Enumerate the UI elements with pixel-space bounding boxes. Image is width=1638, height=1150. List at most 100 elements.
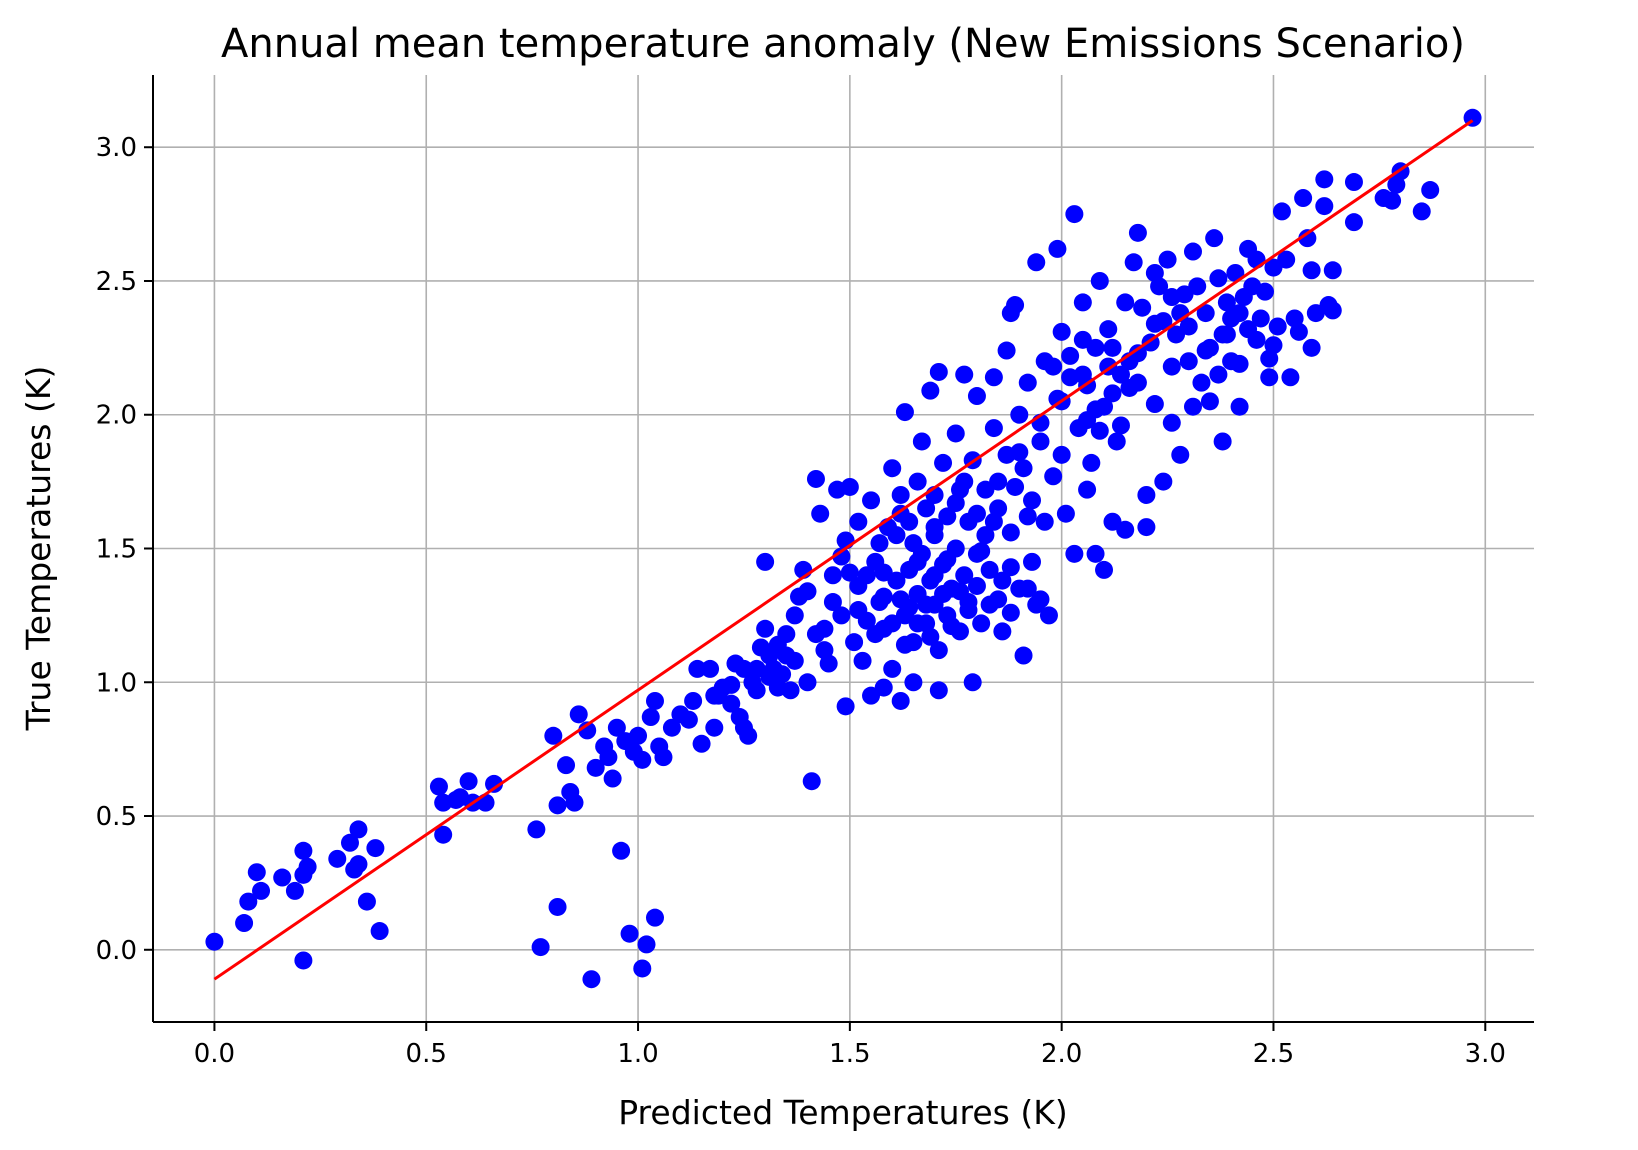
data-point	[1272, 202, 1291, 221]
data-point	[328, 849, 347, 868]
data-point	[1154, 472, 1173, 491]
data-point	[1412, 202, 1431, 221]
data-point	[883, 614, 902, 633]
data-point	[785, 651, 804, 670]
data-point	[806, 469, 825, 488]
data-point	[997, 341, 1016, 360]
data-point	[929, 362, 948, 381]
data-point	[739, 726, 758, 745]
data-point	[976, 526, 995, 545]
y-tick-label: 1.5	[96, 535, 137, 565]
data-point	[967, 504, 986, 523]
data-point	[370, 922, 389, 941]
data-point	[1052, 445, 1071, 464]
data-point	[1183, 397, 1202, 416]
tick-labels: 0.0 0.5 1.0 1.5 2.0 2.5 3.0 0.0 0.5 1.0 1.5 2.0 2.5 3…	[96, 133, 1506, 1069]
data-point	[984, 368, 1003, 387]
data-point	[1056, 504, 1075, 523]
data-point	[1001, 603, 1020, 622]
data-point	[578, 721, 597, 740]
data-point	[1158, 250, 1177, 269]
data-point	[993, 622, 1012, 641]
data-point	[980, 560, 999, 579]
data-point	[722, 675, 741, 694]
data-point	[756, 552, 775, 571]
data-point	[645, 908, 664, 927]
data-point	[1298, 229, 1317, 248]
data-point	[1061, 346, 1080, 365]
data-point	[620, 924, 639, 943]
data-point	[1171, 445, 1190, 464]
data-point	[874, 563, 893, 582]
data-point	[1086, 544, 1105, 563]
data-point	[429, 777, 448, 796]
fit-line	[213, 119, 1474, 981]
data-point	[887, 526, 906, 545]
data-point	[925, 518, 944, 537]
data-point	[294, 951, 313, 970]
data-point	[849, 512, 868, 531]
data-point	[1302, 261, 1321, 280]
x-axis-label: Predicted Temperatures (K)	[618, 1093, 1068, 1132]
data-point	[963, 673, 982, 692]
data-point	[1230, 304, 1249, 323]
data-point	[1145, 395, 1164, 414]
data-point	[874, 587, 893, 606]
data-point	[1196, 304, 1215, 323]
axes	[144, 75, 1534, 1031]
data-point	[1162, 288, 1181, 307]
data-point	[1150, 277, 1169, 296]
data-point	[1247, 330, 1266, 349]
data-point	[1103, 338, 1122, 357]
data-point	[1124, 253, 1143, 272]
data-point	[1065, 544, 1084, 563]
data-point	[1162, 357, 1181, 376]
data-point	[633, 959, 652, 978]
data-point	[908, 614, 927, 633]
data-point	[946, 494, 965, 513]
data-point	[641, 708, 660, 727]
data-point	[1230, 397, 1249, 416]
data-point	[1116, 293, 1135, 312]
data-point	[1260, 368, 1279, 387]
data-point	[1048, 239, 1067, 258]
data-point	[569, 705, 588, 724]
data-point	[459, 772, 478, 791]
data-point	[1209, 269, 1228, 288]
data-point	[252, 881, 271, 900]
data-point	[1001, 558, 1020, 577]
data-point	[586, 758, 605, 777]
data-point	[722, 694, 741, 713]
data-point	[205, 932, 224, 951]
data-point	[934, 584, 953, 603]
data-point	[366, 839, 385, 858]
scatter-points	[205, 108, 1482, 989]
data-point	[607, 718, 626, 737]
data-point	[485, 774, 504, 793]
data-point	[645, 691, 664, 710]
data-point	[840, 563, 859, 582]
data-point	[768, 635, 787, 654]
data-point	[434, 825, 453, 844]
data-point	[1323, 261, 1342, 280]
data-point	[298, 857, 317, 876]
data-point	[946, 424, 965, 443]
data-point	[1095, 560, 1114, 579]
data-point	[1035, 512, 1054, 531]
data-point	[1086, 338, 1105, 357]
data-point	[1052, 322, 1071, 341]
data-point	[1264, 336, 1283, 355]
data-point	[1006, 477, 1025, 496]
data-point	[1082, 453, 1101, 472]
data-point	[756, 619, 775, 638]
data-point	[1065, 205, 1084, 224]
data-point	[340, 833, 359, 852]
data-point	[1023, 491, 1042, 510]
data-point	[1188, 277, 1207, 296]
data-point	[1018, 579, 1037, 598]
data-point	[959, 601, 978, 620]
data-point	[874, 678, 893, 697]
data-point	[1205, 229, 1224, 248]
x-tick-label: 1.0	[617, 1039, 658, 1069]
data-point	[950, 582, 969, 601]
